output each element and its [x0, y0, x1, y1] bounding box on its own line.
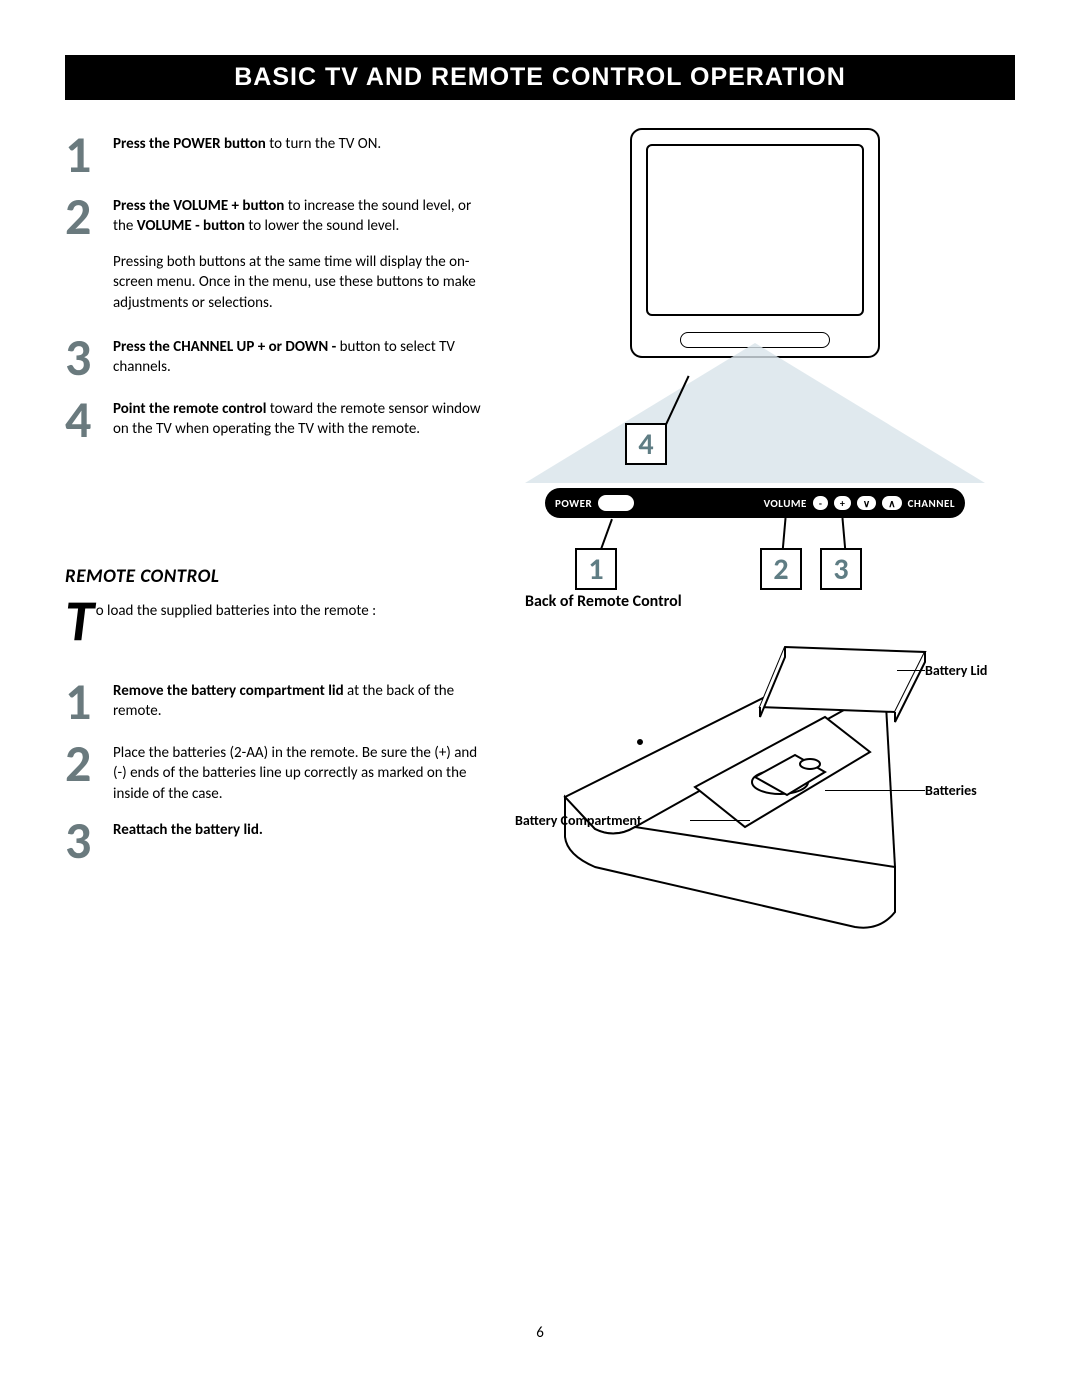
remote-diagram-column: Back of Remote Control — [525, 592, 1015, 957]
step-bold: Point the remote control — [113, 400, 266, 418]
tv-step-4: 4 Point the remote control toward the re… — [65, 393, 495, 445]
step-number: 3 — [65, 814, 113, 866]
step-rest2: to lower the sound level. — [245, 217, 399, 235]
callout-2: 2 — [760, 548, 802, 590]
label-line — [690, 820, 750, 822]
remote-step-1: 1 Remove the battery compartment lid at … — [65, 675, 495, 727]
page-number: 6 — [0, 1324, 1080, 1342]
volume-plus-icon: + — [834, 496, 851, 510]
remote-step-2: 2 Place the batteries (2-AA) in the remo… — [65, 737, 495, 804]
step-bold: Press the VOLUME + button — [113, 197, 284, 215]
step-number: 1 — [65, 675, 113, 727]
channel-down-icon: ∨ — [857, 496, 876, 510]
note-bold: Pressing both buttons at the same time — [113, 253, 352, 271]
tv-diagram-column: 4 POWER VOLUME - + ∨ ∧ CHANNEL 1 2 3 — [525, 128, 1015, 455]
remote-diagram: Battery Lid Batteries Battery Compartmen… — [525, 617, 1015, 957]
callout-3: 3 — [820, 548, 862, 590]
label-line — [825, 790, 925, 792]
step-text: Press the VOLUME + button to increase th… — [113, 190, 495, 237]
dropcap: T — [65, 596, 94, 645]
callout-4: 4 — [625, 423, 667, 465]
power-label: POWER — [555, 497, 592, 510]
tv-note: Pressing both buttons at the same time w… — [113, 252, 495, 313]
step-text: Remove the battery compartment lid at th… — [113, 675, 495, 722]
remote-intro: T o load the supplied batteries into the… — [65, 596, 495, 645]
step-text: Place the batteries (2-AA) in the remote… — [113, 737, 495, 804]
step-number: 2 — [65, 190, 113, 242]
step-text: Press the CHANNEL UP + or DOWN - button … — [113, 331, 495, 378]
channel-label: CHANNEL — [908, 497, 955, 510]
tv-control-strip: POWER VOLUME - + ∨ ∧ CHANNEL — [545, 488, 965, 518]
tv-step-1: 1 Press the POWER button to turn the TV … — [65, 128, 495, 180]
channel-up-icon: ∧ — [882, 496, 901, 510]
remote-step-3: 3 Reattach the battery lid. — [65, 814, 495, 866]
volume-label: VOLUME — [764, 497, 807, 510]
step-number: 3 — [65, 331, 113, 383]
tv-steps-column: 1 Press the POWER button to turn the TV … — [65, 128, 495, 455]
battery-lid-label: Battery Lid — [925, 662, 987, 679]
callout-1: 1 — [575, 548, 617, 590]
label-line — [897, 670, 925, 672]
remote-diagram-title: Back of Remote Control — [525, 592, 1015, 611]
tv-diagram: 4 POWER VOLUME - + ∨ ∧ CHANNEL 1 2 3 — [545, 128, 965, 358]
remote-control-row: T o load the supplied batteries into the… — [65, 592, 1015, 957]
power-button-icon — [598, 495, 634, 511]
remote-steps-column: T o load the supplied batteries into the… — [65, 592, 495, 957]
step-bold: Reattach the battery lid. — [113, 821, 263, 839]
step-number: 4 — [65, 393, 113, 445]
tv-operation-row: 1 Press the POWER button to turn the TV … — [65, 128, 1015, 455]
battery-compartment-label: Battery Compartment — [515, 812, 642, 829]
step-bold: Press the CHANNEL UP + or DOWN - — [113, 338, 336, 356]
intro-rest: o load the supplied batteries into the r… — [96, 596, 376, 620]
step-rest: Place the batteries (2-AA) in the remote… — [113, 744, 477, 803]
step-text: Point the remote control toward the remo… — [113, 393, 495, 440]
step-number: 2 — [65, 737, 113, 789]
tv-outline — [630, 128, 880, 358]
step-text: Reattach the battery lid. — [113, 814, 268, 840]
tv-screen — [646, 144, 864, 316]
step-bold: Remove the battery compartment lid — [113, 682, 344, 700]
step-text: Press the POWER button to turn the TV ON… — [113, 128, 386, 154]
tv-step-2: 2 Press the VOLUME + button to increase … — [65, 190, 495, 242]
step-bold: Press the POWER button — [113, 135, 266, 153]
batteries-label: Batteries — [925, 782, 977, 799]
step-number: 1 — [65, 128, 113, 180]
tv-step-3: 3 Press the CHANNEL UP + or DOWN - butto… — [65, 331, 495, 383]
step-rest: to turn the TV ON. — [266, 135, 381, 153]
remote-control-heading: REMOTE CONTROL — [65, 565, 1015, 588]
page-title-bar: BASIC TV AND REMOTE CONTROL OPERATION — [65, 55, 1015, 100]
step-bold2: VOLUME - button — [137, 217, 245, 235]
volume-minus-icon: - — [813, 496, 828, 510]
